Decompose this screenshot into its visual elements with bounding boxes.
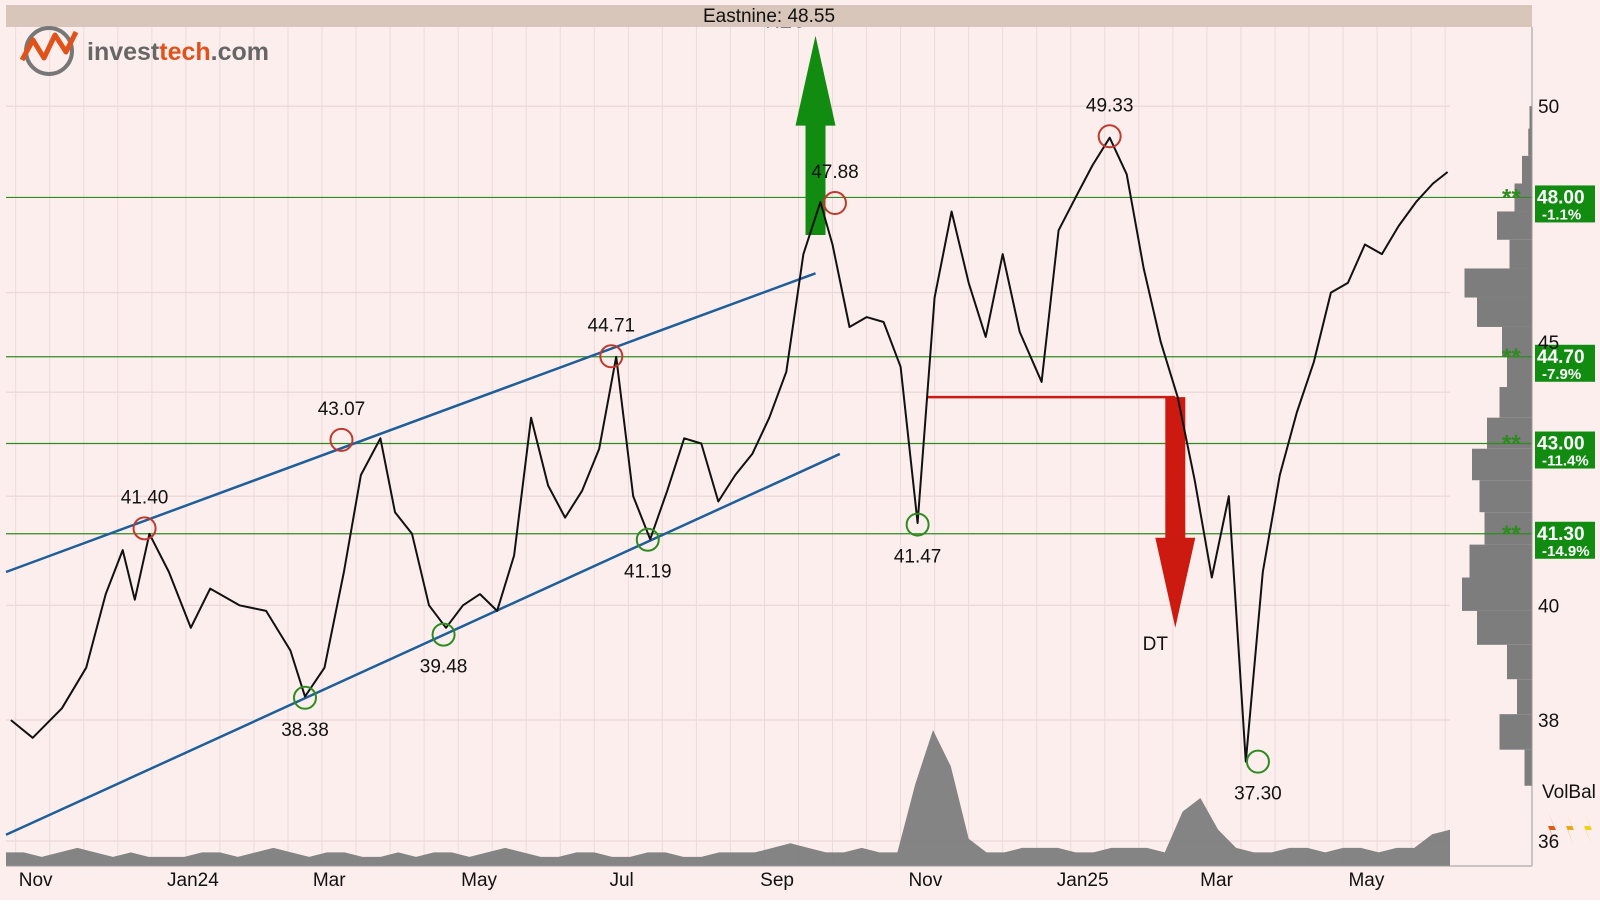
bottom-label: 39.48 <box>420 657 468 678</box>
top-label: 44.71 <box>588 315 636 336</box>
level-star-icon: ** <box>1502 431 1521 458</box>
support-resistance-levels: 48.00-1.1% ** 44.70-7.9% ** 43.00-11.4% ** 41.… <box>6 184 1595 560</box>
bottom-marker <box>1245 749 1270 774</box>
level-value: 48.00 <box>1537 187 1585 208</box>
volume-profile-bar <box>1499 714 1532 750</box>
logo-text-accent: tech <box>159 38 210 66</box>
volume-profile-bar <box>1528 128 1532 156</box>
volume-profile-bar <box>1507 356 1532 388</box>
trend-channel <box>5 272 841 836</box>
y-tick-label: 50 <box>1538 97 1559 118</box>
header-bar <box>6 5 1532 27</box>
volume-profile-bar <box>1517 679 1532 715</box>
x-tick-label: Mar <box>1200 870 1233 891</box>
volume-profile-bar <box>1507 644 1532 680</box>
volume-profile-bar <box>1472 448 1532 481</box>
level-box <box>1535 344 1595 382</box>
x-tick-label: Nov <box>19 870 53 891</box>
svg-text:investtech.com: investtech.com <box>87 38 269 66</box>
level-star-icon: ** <box>1502 344 1521 371</box>
bottom-label: 37.30 <box>1234 784 1282 805</box>
top-marker <box>329 427 354 452</box>
channel-line-lower <box>5 452 841 836</box>
top-marker <box>822 191 847 216</box>
volume-profile-bar <box>1509 239 1532 269</box>
x-tick-label: Sep <box>760 870 794 891</box>
bottom-marker <box>635 527 660 552</box>
top-label: 47.88 <box>811 162 859 183</box>
logo-text-suffix: .com <box>211 38 269 66</box>
logo: investtech.com <box>19 26 269 76</box>
y-tick-label: 40 <box>1538 596 1559 617</box>
volume-profile-bar <box>1499 387 1532 418</box>
level-value: 41.30 <box>1537 524 1585 545</box>
level-percent: -14.9% <box>1542 543 1590 560</box>
level-box <box>1535 431 1595 469</box>
x-tick-label: Mar <box>313 870 346 891</box>
bottom-marker <box>431 622 456 647</box>
x-tick-label: Nov <box>908 870 942 891</box>
buy-signal-arrow <box>795 35 836 236</box>
axes: 36 38 40 45 50 Nov Jan24 Mar May Jul Sep Nov Jan25 Ma… <box>6 27 1559 891</box>
volume-profile-bar <box>1477 610 1532 645</box>
volume-profile-bar <box>1497 211 1532 240</box>
sell-signal-arrow <box>1155 397 1196 628</box>
volume-profile-bar <box>1522 155 1532 184</box>
volume-profile-bar <box>1502 326 1532 357</box>
logo-icon <box>19 26 79 76</box>
x-tick-label: May <box>1348 870 1384 891</box>
top-bottom-markers: 41.40 43.07 44.71 47.88 49.33 38.38 39.48 41.19… <box>121 95 1282 804</box>
bottom-label: 41.19 <box>624 562 672 583</box>
y-tick-label: 38 <box>1538 711 1559 732</box>
top-label: 49.33 <box>1086 95 1134 116</box>
top-label: 43.07 <box>318 399 366 420</box>
signal-label: DT <box>1143 634 1169 655</box>
volume-profile-bar <box>1464 268 1532 298</box>
volume-profile-bar <box>1479 480 1532 513</box>
top-marker <box>1097 124 1122 149</box>
level-percent: -7.9% <box>1542 366 1581 383</box>
grid <box>6 27 1450 866</box>
bottom-label: 38.38 <box>281 720 329 741</box>
level-percent: -1.1% <box>1542 206 1581 223</box>
level-percent: -11.4% <box>1542 453 1589 470</box>
volume-area-path <box>6 730 1450 866</box>
top-marker <box>599 344 624 369</box>
top-label: 41.40 <box>121 487 169 508</box>
level-box <box>1535 185 1595 223</box>
x-tick-label: May <box>461 870 497 891</box>
y-tick-label: 36 <box>1538 832 1559 853</box>
level-box <box>1535 521 1595 559</box>
x-tick-label: Jul <box>609 870 633 891</box>
volbal-icon <box>1548 812 1592 846</box>
bottom-marker <box>293 685 318 710</box>
volume-area <box>6 730 1450 866</box>
bottom-marker <box>905 512 930 537</box>
volume-profile-bar <box>1529 106 1532 134</box>
logo-text-main: invest <box>87 38 160 66</box>
level-star-icon: ** <box>1502 521 1521 548</box>
level-star-icon: ** <box>1502 184 1521 211</box>
bottom-label: 41.47 <box>894 547 942 568</box>
volume-profile-bar <box>1469 544 1532 578</box>
x-tick-label: Jan25 <box>1057 870 1109 891</box>
volbal-label: VolBal <box>1542 782 1596 803</box>
channel-line-upper <box>5 272 816 574</box>
level-value: 44.70 <box>1537 347 1585 368</box>
price-series-line <box>10 136 1449 763</box>
level-value: 43.00 <box>1537 434 1585 455</box>
volume-profile-bar <box>1484 512 1532 545</box>
price-line <box>10 136 1449 763</box>
volume-profile-bar <box>1462 577 1532 611</box>
volume-profile-bar <box>1477 297 1532 327</box>
volume-profile-bar <box>1524 749 1532 786</box>
chart-title: Eastnine: 48.55 <box>703 6 835 27</box>
x-tick-label: Jan24 <box>167 870 219 891</box>
top-marker <box>132 516 157 541</box>
y-tick-label: 45 <box>1538 333 1559 354</box>
